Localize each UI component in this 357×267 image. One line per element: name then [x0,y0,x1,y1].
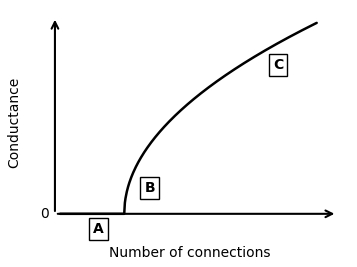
Text: B: B [145,181,155,195]
Text: A: A [93,222,104,236]
Y-axis label: Conductance: Conductance [7,77,21,168]
Text: C: C [273,58,283,72]
Text: 0: 0 [40,207,49,221]
X-axis label: Number of connections: Number of connections [109,246,270,260]
